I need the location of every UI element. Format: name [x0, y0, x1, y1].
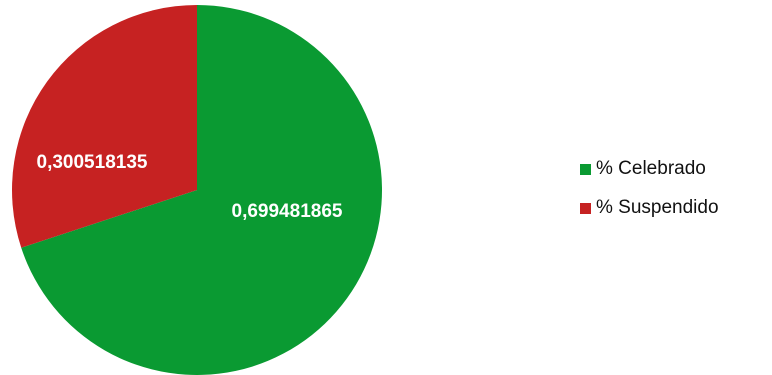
- pie-slice-suspendido: [11, 5, 197, 248]
- legend-item-celebrado: % Celebrado: [580, 157, 719, 181]
- legend-label-suspendido: % Suspendido: [596, 197, 719, 218]
- pie-slice-celebrado: [21, 5, 383, 375]
- legend-swatch-suspendido: [580, 202, 591, 214]
- legend-item-suspendido: % Suspendido: [580, 196, 719, 220]
- legend-label-celebrado: % Celebrado: [596, 158, 706, 179]
- slice-label-suspendido: 0,300518135: [37, 152, 148, 173]
- legend: % Celebrado % Suspendido: [580, 157, 719, 235]
- slice-label-celebrado: 0,699481865: [232, 201, 343, 222]
- legend-swatch-celebrado: [580, 163, 591, 175]
